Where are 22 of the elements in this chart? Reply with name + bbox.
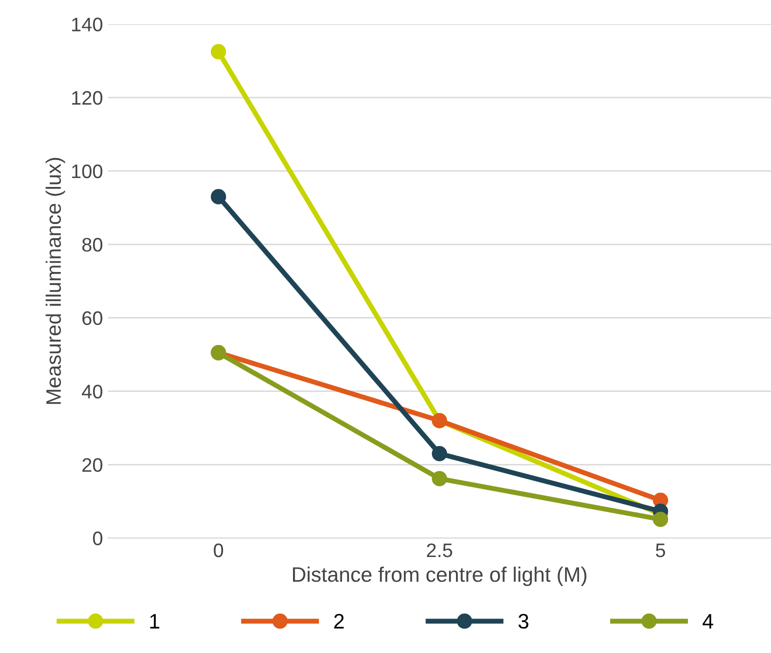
y-tick-label: 20 (82, 458, 102, 472)
x-tick-label: 0 (214, 543, 224, 558)
y-axis-title: Measured illuminance (lux) (46, 158, 66, 404)
x-tick-label: 5 (656, 544, 666, 558)
point (210, 189, 226, 204)
y-tick-label: 60 (82, 311, 102, 326)
point (652, 512, 668, 527)
y-tick-label: 80 (82, 238, 102, 252)
point (432, 446, 448, 462)
x-axis-title: Distance from centre of light (M) (292, 566, 586, 586)
legend-label: 4 (702, 614, 714, 628)
y-tick-label: 0 (93, 532, 102, 546)
point (432, 470, 448, 486)
y-tick-label: 40 (82, 384, 102, 398)
y-tick-label: 100 (72, 164, 102, 178)
x-tick-label: 2.5 (426, 543, 452, 558)
y-tick-label: 120 (72, 91, 102, 105)
y-tick-label: 140 (72, 18, 102, 32)
legend-label: 3 (518, 614, 528, 629)
legend-label: 2 (334, 614, 344, 628)
legend-label: 1 (150, 614, 160, 628)
point (210, 44, 226, 60)
